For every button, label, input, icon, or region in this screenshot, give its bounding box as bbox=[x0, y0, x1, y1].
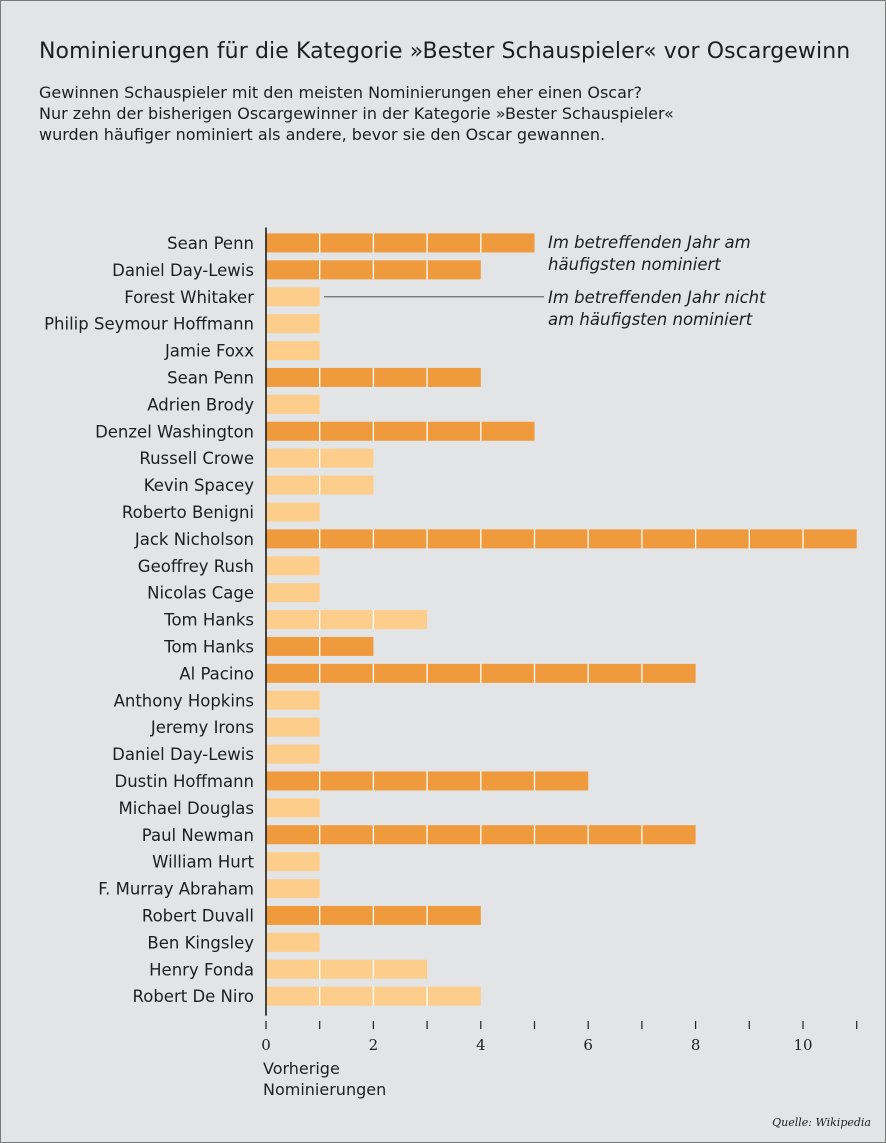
bar bbox=[266, 932, 320, 952]
category-label: Roberto Benigni bbox=[122, 503, 254, 522]
category-label: Sean Penn bbox=[167, 368, 254, 387]
subtitle-line: wurden häufiger nominiert als andere, be… bbox=[39, 125, 606, 144]
x-tick-label: 0 bbox=[261, 1036, 271, 1054]
x-axis-label: Vorherige Nominierungen bbox=[263, 1058, 386, 1100]
category-label: F. Murray Abraham bbox=[98, 880, 254, 899]
bar bbox=[266, 421, 535, 441]
category-label: Jamie Foxx bbox=[164, 342, 254, 361]
bar bbox=[266, 287, 320, 307]
bar bbox=[266, 583, 320, 603]
category-label: Jack Nicholson bbox=[134, 530, 254, 549]
category-label: Denzel Washington bbox=[95, 422, 254, 441]
bar bbox=[266, 879, 320, 899]
category-label: Kevin Spacey bbox=[144, 476, 254, 495]
x-axis-label-line: Vorherige bbox=[263, 1059, 340, 1078]
bar bbox=[266, 394, 320, 414]
bar bbox=[266, 233, 535, 253]
category-label: William Hurt bbox=[152, 853, 254, 872]
annotation-text: häufigsten nominiert bbox=[548, 255, 721, 274]
category-label: Forest Whitaker bbox=[124, 288, 254, 307]
bar bbox=[266, 314, 320, 334]
x-tick-label: 8 bbox=[691, 1036, 701, 1054]
bar bbox=[266, 798, 320, 818]
subtitle-line: Nur zehn der bisherigen Oscargewinner in… bbox=[39, 104, 674, 123]
bar bbox=[266, 502, 320, 522]
category-label: Dustin Hoffmann bbox=[115, 772, 255, 791]
bar bbox=[266, 341, 320, 361]
category-label: Tom Hanks bbox=[163, 611, 254, 630]
category-label: Paul Newman bbox=[142, 826, 254, 845]
bar bbox=[266, 717, 320, 737]
bar bbox=[266, 556, 320, 576]
bar bbox=[266, 690, 320, 710]
category-label: Al Pacino bbox=[179, 664, 254, 683]
category-label: Daniel Day-Lewis bbox=[112, 261, 254, 280]
category-label: Robert De Niro bbox=[133, 987, 255, 1006]
category-label: Adrien Brody bbox=[147, 395, 254, 414]
bar bbox=[266, 959, 428, 979]
category-label: Philip Seymour Hoffmann bbox=[44, 315, 254, 334]
chart-title: Nominierungen für die Kategorie »Bester … bbox=[39, 39, 851, 64]
category-label: Russell Crowe bbox=[139, 449, 254, 468]
x-tick-label: 10 bbox=[793, 1036, 812, 1054]
category-label: Michael Douglas bbox=[119, 799, 254, 818]
x-axis-label-line: Nominierungen bbox=[263, 1080, 387, 1099]
category-label: Jeremy Irons bbox=[150, 718, 254, 737]
x-tick-label: 6 bbox=[583, 1036, 593, 1054]
x-tick-label: 4 bbox=[476, 1036, 486, 1054]
category-label: Nicolas Cage bbox=[147, 584, 254, 603]
bar bbox=[266, 610, 428, 630]
category-label: Daniel Day-Lewis bbox=[112, 745, 254, 764]
bar bbox=[266, 529, 857, 549]
annotation-text: am häufigsten nominiert bbox=[548, 310, 753, 329]
category-label: Ben Kingsley bbox=[147, 933, 254, 952]
x-tick-label: 2 bbox=[369, 1036, 379, 1054]
bar bbox=[266, 852, 320, 872]
category-label: Anthony Hopkins bbox=[114, 691, 254, 710]
category-label: Henry Fonda bbox=[149, 960, 254, 979]
category-label: Sean Penn bbox=[167, 234, 254, 253]
subtitle-line: Gewinnen Schauspieler mit den meisten No… bbox=[39, 83, 642, 102]
source-note: Quelle: Wikipedia bbox=[772, 1116, 871, 1129]
category-label: Tom Hanks bbox=[163, 637, 254, 656]
bar bbox=[266, 744, 320, 764]
annotation-text: Im betreffenden Jahr nicht bbox=[548, 288, 766, 307]
chart-subtitle: Gewinnen Schauspieler mit den meisten No… bbox=[39, 82, 674, 145]
category-label: Robert Duvall bbox=[142, 906, 254, 925]
category-label: Geoffrey Rush bbox=[138, 557, 254, 576]
annotation-text: Im betreffenden Jahr am bbox=[548, 233, 751, 252]
